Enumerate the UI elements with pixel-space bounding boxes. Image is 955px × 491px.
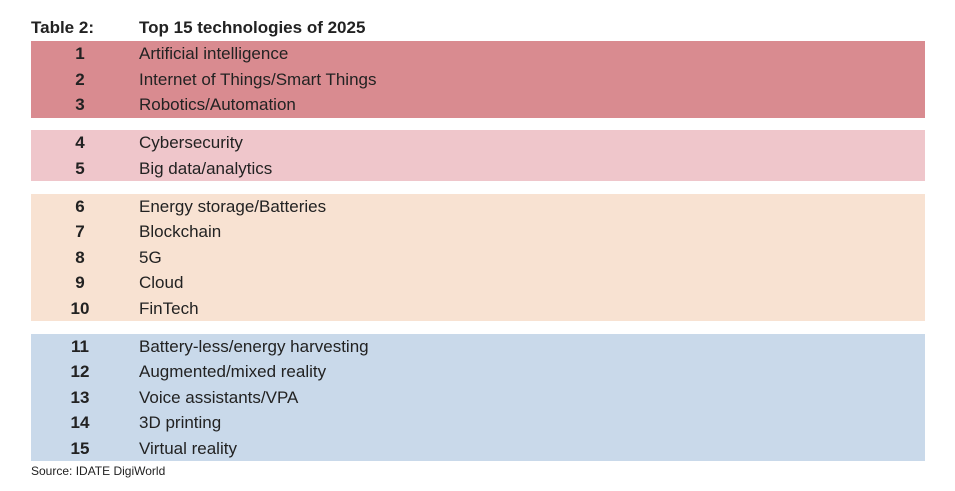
table-row: 7 Blockchain	[31, 219, 925, 245]
table-row: 13 Voice assistants/VPA	[31, 385, 925, 411]
rank: 15	[70, 438, 90, 458]
rank: 10	[70, 298, 90, 318]
rank: 8	[75, 247, 85, 267]
table-row: 11 Battery-less/energy harvesting	[31, 334, 925, 360]
table-row: 6 Energy storage/Batteries	[31, 194, 925, 220]
technology: FinTech	[139, 298, 199, 318]
source: Source: IDATE DigiWorld	[31, 464, 166, 478]
technology: Big data/analytics	[139, 158, 273, 178]
technology: Robotics/Automation	[139, 95, 296, 114]
table-row: 9 Cloud	[31, 270, 925, 296]
table-row: 3 Robotics/Automation	[31, 92, 925, 118]
technology: Cloud	[139, 273, 184, 292]
technology: Augmented/mixed reality	[139, 362, 327, 381]
rank: 4	[75, 133, 85, 152]
rank: 5	[75, 158, 85, 178]
rank: 9	[75, 273, 85, 292]
rank: 14	[70, 413, 90, 432]
table-row: 8 5G	[31, 245, 925, 271]
technology: Voice assistants/VPA	[139, 387, 299, 407]
rank: 13	[70, 387, 90, 407]
row-group: 1 Artificial intelligence 2 Internet of Thi…	[31, 41, 925, 118]
table-row: 14 3D printing	[31, 410, 925, 436]
table-row: 5 Big data/analytics	[31, 156, 925, 182]
table-row: 10 FinTech	[31, 296, 925, 322]
technology: 3D printing	[139, 413, 222, 432]
rank: 2	[75, 69, 85, 89]
rank: 11	[71, 336, 89, 356]
technology: Blockchain	[139, 222, 222, 241]
table-row: 2 Internet of Things/Smart Things	[31, 67, 925, 93]
row-group: 4 Cybersecurity 5 Big data/analytics	[31, 130, 925, 181]
technology: Cybersecurity	[139, 133, 243, 152]
table-title: Top 15 technologies of 2025	[139, 18, 366, 37]
rank: 3	[75, 95, 85, 114]
row-group: 6 Energy storage/Batteries 7 Blockchain 8 5G 9…	[31, 193, 925, 322]
technology: Internet of Things/Smart Things	[139, 69, 377, 89]
rank: 6	[75, 196, 85, 216]
table-row: 1 Artificial intelligence	[31, 41, 925, 67]
technology: Battery-less/energy harvesting	[139, 336, 369, 356]
technology: Artificial intelligence	[139, 44, 289, 63]
rank: 12	[70, 362, 90, 381]
table-label: Table 2:	[31, 18, 94, 37]
row-group: 11 Battery-less/energy harvesting 12 Augmen…	[31, 333, 925, 462]
technology: Energy storage/Batteries	[139, 196, 327, 216]
rank: 7	[75, 222, 85, 241]
rank: 1	[75, 44, 85, 63]
technology: 5G	[139, 247, 162, 267]
table-row: 15 Virtual reality	[31, 436, 925, 462]
table-row: 4 Cybersecurity	[31, 130, 925, 156]
table-row: 12 Augmented/mixed reality	[31, 359, 925, 385]
technology: Virtual reality	[139, 438, 237, 458]
